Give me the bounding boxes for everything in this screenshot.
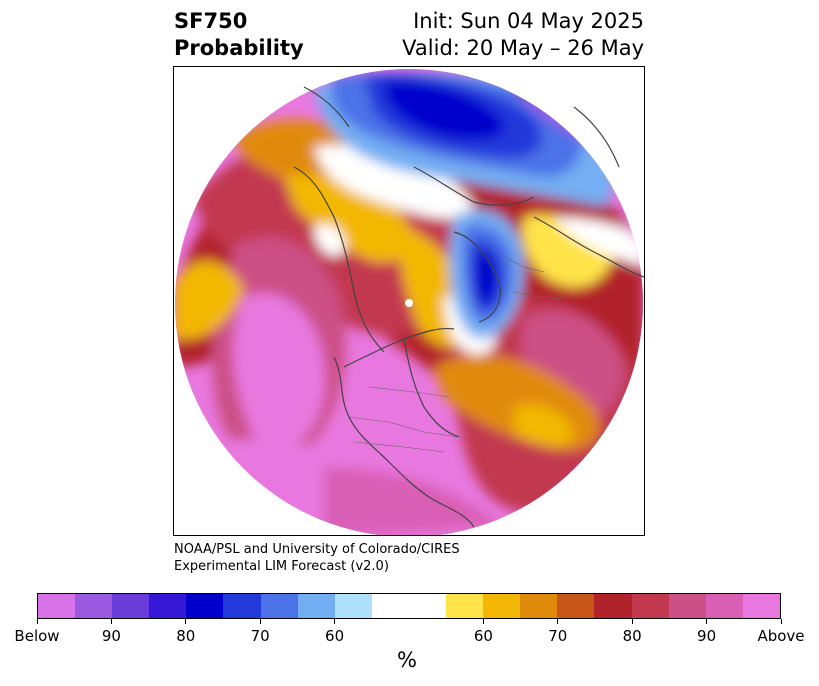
colorbar-segment <box>297 594 335 618</box>
colorbar-tick <box>706 619 708 624</box>
colorbar-tick <box>259 619 261 624</box>
colorbar-tick-label: Above <box>757 627 805 645</box>
colorbar-tick-label: 60 <box>325 627 345 645</box>
colorbar-tick <box>780 619 782 624</box>
coastlines <box>293 86 644 528</box>
colorbar-tick-label: 80 <box>622 627 642 645</box>
colorbar-tick-label: 70 <box>250 627 270 645</box>
colorbar-segment <box>186 594 224 618</box>
colorbar-tick-label: 80 <box>176 627 196 645</box>
colorbar-tick-label: 70 <box>548 627 568 645</box>
credit-line-1: NOAA/PSL and University of Colorado/CIRE… <box>174 542 460 557</box>
colorbar-segment <box>520 594 558 618</box>
valid-dates: Valid: 20 May – 26 May <box>402 36 644 60</box>
colorbar-segment <box>334 594 372 618</box>
colorbar-unit: % <box>397 648 417 672</box>
title-variable: SF750 <box>174 9 248 33</box>
colorbar-segment <box>38 594 76 618</box>
colorbar-segment <box>371 594 409 618</box>
map-svg <box>175 69 644 535</box>
colorbar-segment <box>149 594 187 618</box>
colorbar-segment <box>446 594 484 618</box>
colorbar-segment <box>557 594 595 618</box>
colorbar-segment <box>594 594 632 618</box>
colorbar-tick-label: 60 <box>473 627 493 645</box>
title-subtitle: Probability <box>174 36 304 60</box>
chart-title: SF750 Probability <box>174 8 304 62</box>
colorbar-tick-label: 90 <box>697 627 717 645</box>
colorbar-segment <box>112 594 150 618</box>
polar-map <box>173 66 645 536</box>
probability-field <box>175 69 643 535</box>
colorbar-segment <box>631 594 669 618</box>
colorbar-segment <box>408 594 447 618</box>
credit-text: NOAA/PSL and University of Colorado/CIRE… <box>174 541 460 575</box>
forecast-dates: Init: Sun 04 May 2025 Valid: 20 May – 26… <box>402 8 644 62</box>
borders <box>348 256 565 453</box>
colorbar-tick <box>334 619 336 624</box>
colorbar-tick <box>36 619 38 624</box>
colorbar-segment <box>705 594 743 618</box>
colorbar-tick <box>185 619 187 624</box>
colorbar-tick <box>482 619 484 624</box>
colorbar-tick-label: 90 <box>101 627 121 645</box>
colorbar-tick <box>110 619 112 624</box>
colorbar-segment <box>223 594 261 618</box>
colorbar-segment <box>75 594 113 618</box>
colorbar-segment <box>668 594 706 618</box>
colorbar-segment <box>483 594 521 618</box>
credit-line-2: Experimental LIM Forecast (v2.0) <box>174 559 389 574</box>
colorbar-tick <box>631 619 633 624</box>
colorbar-tick-label: Below <box>14 627 60 645</box>
colorbar-tick <box>557 619 559 624</box>
colorbar-segment <box>742 594 780 618</box>
colorbar-segment <box>260 594 298 618</box>
init-date: Init: Sun 04 May 2025 <box>413 9 644 33</box>
colorbar <box>37 593 781 619</box>
